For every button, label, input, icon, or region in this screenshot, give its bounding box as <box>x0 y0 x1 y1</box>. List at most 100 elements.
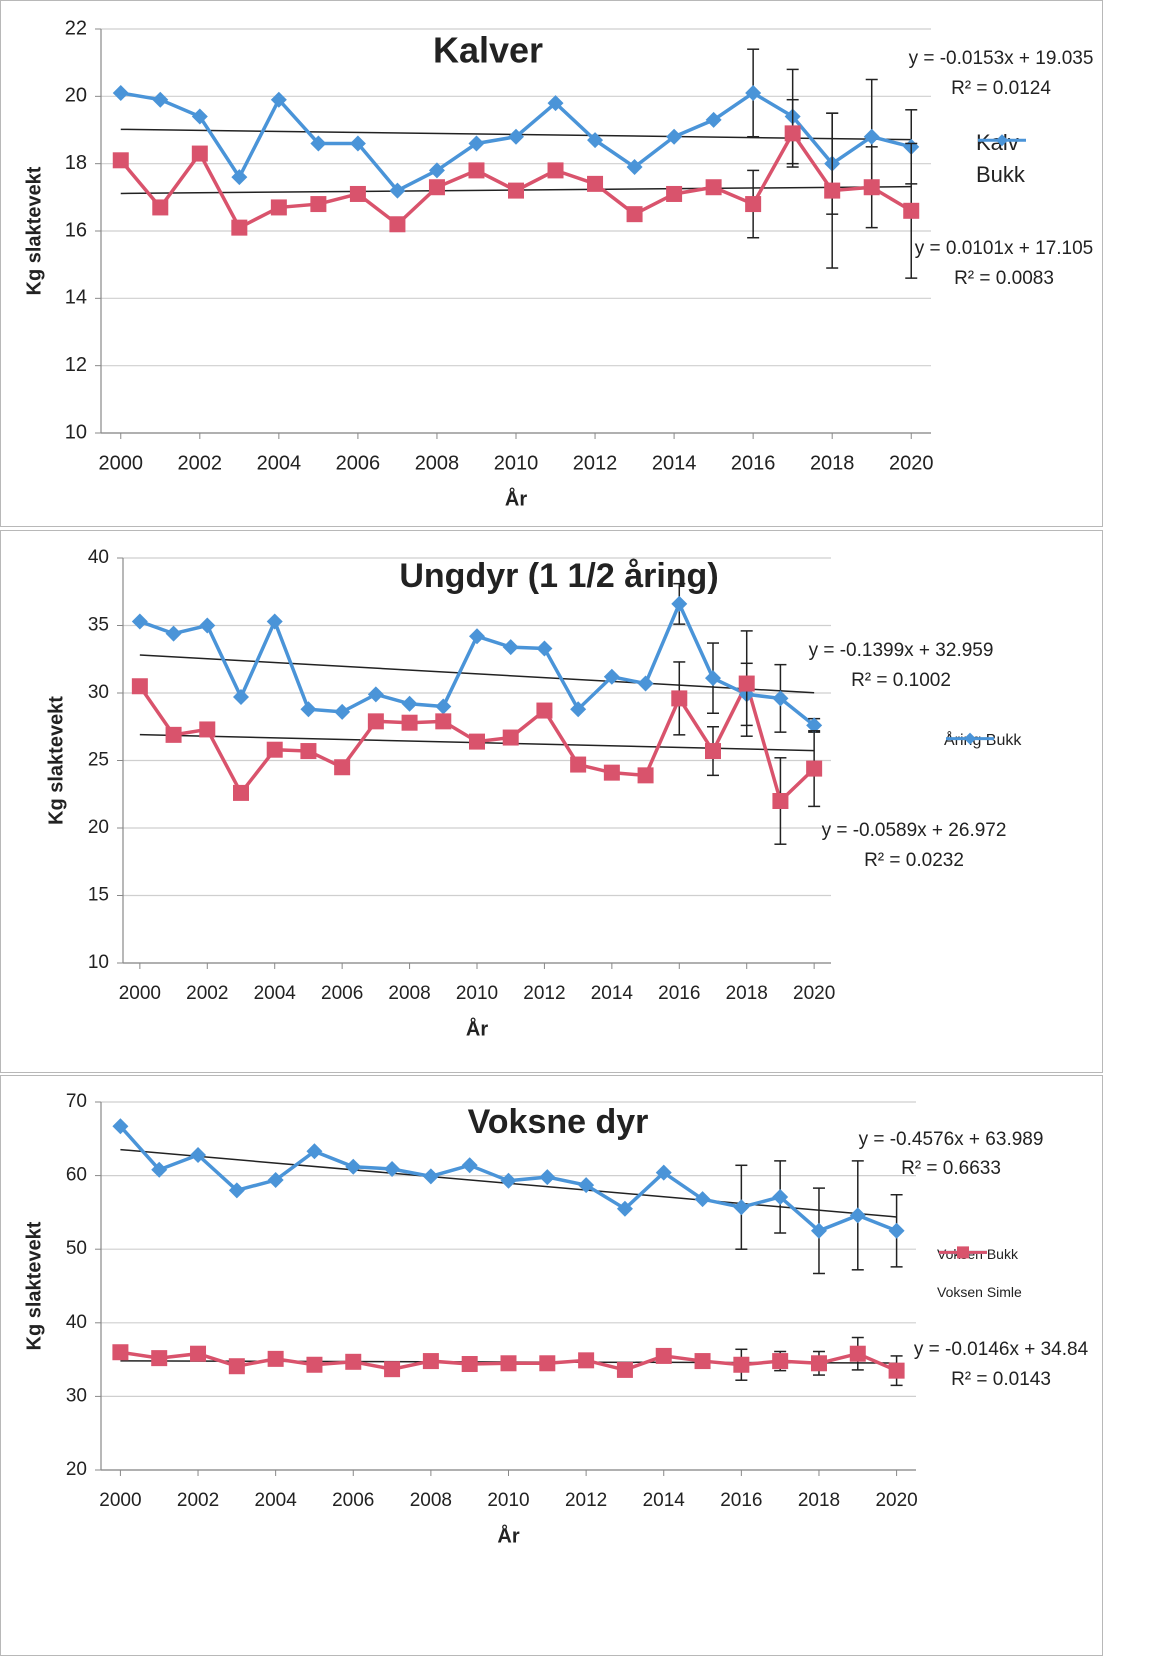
marker <box>349 185 366 202</box>
marker <box>151 1350 168 1367</box>
marker <box>705 111 722 128</box>
marker <box>806 717 823 734</box>
marker <box>334 759 351 776</box>
chart-panel: 20 30 40 50 60 70 2000 2002 2004 2006 2008 2010 2012… <box>0 1075 1103 1656</box>
y-tick-label: 10 <box>65 421 87 443</box>
y-tick-label: 40 <box>66 1312 87 1333</box>
marker <box>199 617 216 634</box>
x-tick-label: 2000 <box>99 1490 141 1511</box>
marker <box>666 185 683 202</box>
y-tick-label: 12 <box>65 354 87 376</box>
marker <box>888 1222 905 1239</box>
marker <box>705 179 722 196</box>
y-tick-label: 18 <box>65 152 87 174</box>
marker <box>733 1356 750 1373</box>
x-axis-title: År <box>466 1016 488 1040</box>
marker <box>616 1200 633 1217</box>
chart-title: Ungdyr (1 1/2 åring) <box>399 557 718 595</box>
legend-entry: Kalv Bukk <box>976 127 1038 191</box>
legend: Voksen Bukk Voksen Simle <box>937 1244 1047 1303</box>
x-axis-title: År <box>505 486 527 510</box>
trend-r2: R² = 0.0124 <box>951 78 1051 99</box>
x-tick-label: 2014 <box>652 452 697 474</box>
marker <box>461 1157 478 1174</box>
marker <box>655 1164 672 1181</box>
x-tick-label: 2002 <box>178 452 223 474</box>
marker <box>570 701 587 718</box>
marker <box>422 1353 439 1370</box>
x-tick-label: 2016 <box>720 1490 762 1511</box>
marker <box>849 1207 866 1224</box>
marker <box>367 686 384 703</box>
legend: Åring Bukk <box>944 729 1054 752</box>
marker <box>233 689 249 706</box>
y-tick-label: 25 <box>88 750 109 771</box>
x-tick-label: 2018 <box>798 1490 840 1511</box>
marker <box>733 1199 750 1216</box>
y-tick-label: 30 <box>66 1385 87 1406</box>
marker <box>228 1182 245 1199</box>
marker <box>112 152 129 169</box>
legend-label: Kalv Bukk <box>976 130 1025 187</box>
x-tick-label: 2014 <box>643 1490 686 1511</box>
y-tick-label: 20 <box>65 85 87 107</box>
marker <box>190 1345 207 1362</box>
marker <box>603 764 620 781</box>
marker <box>502 639 519 656</box>
marker <box>810 1222 827 1239</box>
x-tick-label: 2020 <box>889 452 934 474</box>
marker <box>539 1355 556 1372</box>
x-tick-label: 2002 <box>186 983 228 1004</box>
x-tick-label: 2018 <box>810 452 855 474</box>
marker <box>888 1362 905 1379</box>
marker <box>190 1146 207 1163</box>
y-tick-label: 35 <box>88 615 109 636</box>
x-tick-label: 2012 <box>523 983 565 1004</box>
marker <box>616 1361 633 1378</box>
marker <box>810 1355 827 1372</box>
marker <box>863 179 880 196</box>
marker <box>401 714 418 731</box>
y-tick-label: 16 <box>65 219 87 241</box>
marker <box>233 784 249 801</box>
marker <box>626 159 643 176</box>
marker <box>428 162 445 179</box>
marker <box>267 1172 284 1189</box>
marker <box>152 91 169 108</box>
trend-r2: R² = 0.0232 <box>864 850 964 871</box>
y-axis-title: Kg slaktevekt <box>45 696 67 825</box>
x-tick-label: 2000 <box>119 983 161 1004</box>
x-tick-label: 2000 <box>99 452 144 474</box>
marker <box>666 128 683 145</box>
marker <box>165 726 182 743</box>
x-tick-label: 2010 <box>494 452 539 474</box>
legend-label: Åring Bukk <box>944 732 1022 749</box>
legend-marker <box>957 1246 969 1259</box>
chart-panel: 10 12 14 16 18 20 22 2000 2002 2004 2006 2008 2010 20… <box>0 0 1103 527</box>
marker <box>626 206 643 223</box>
y-tick-label: 20 <box>66 1459 87 1480</box>
marker <box>547 95 564 112</box>
marker <box>806 760 823 777</box>
marker <box>772 793 789 809</box>
marker <box>428 179 445 196</box>
marker <box>508 128 524 145</box>
marker <box>587 175 604 192</box>
chart-title: Kalver <box>433 30 543 71</box>
chart: 20 30 40 50 60 70 2000 2002 2004 2006 2008 2010 2012… <box>23 1091 1088 1547</box>
marker <box>231 169 248 186</box>
x-tick-label: 2010 <box>487 1490 529 1511</box>
trend-equation: y = 0.0101x + 17.105 <box>915 238 1094 259</box>
marker <box>705 743 721 760</box>
trend-equation: y = -0.4576x + 63.989 <box>859 1129 1044 1150</box>
marker <box>539 1169 556 1186</box>
x-tick-label: 2008 <box>410 1490 452 1511</box>
marker <box>655 1347 672 1364</box>
marker <box>384 1160 401 1177</box>
chart-title: Voksne dyr <box>468 1103 649 1141</box>
legend-marker <box>964 732 976 745</box>
y-axis-title: Kg slaktevekt <box>23 166 45 295</box>
x-tick-label: 2004 <box>254 983 297 1004</box>
marker <box>772 1188 789 1205</box>
marker <box>152 199 169 216</box>
